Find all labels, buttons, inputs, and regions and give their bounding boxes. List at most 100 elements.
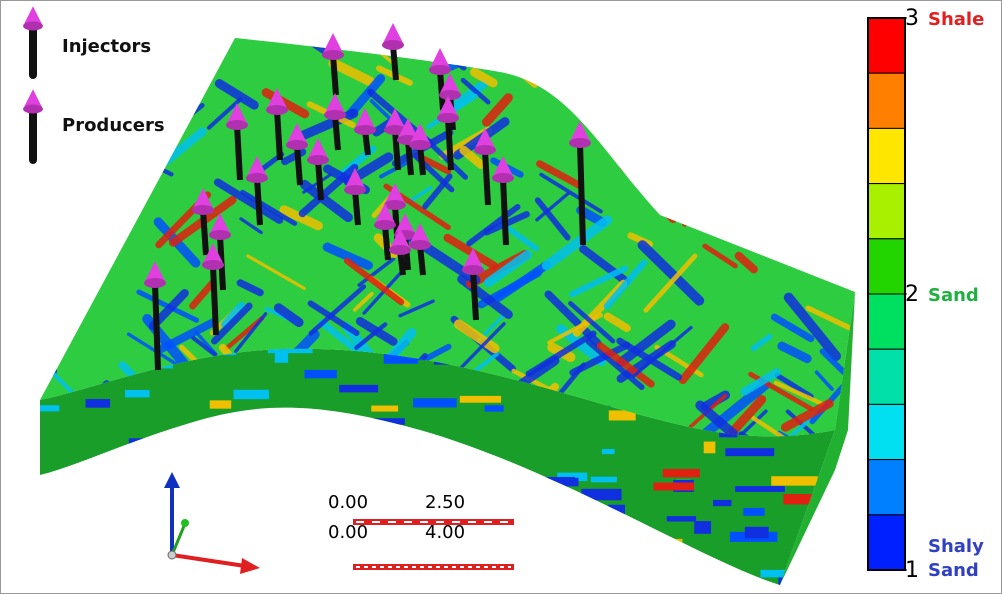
facies-block bbox=[694, 521, 712, 534]
wells bbox=[144, 23, 591, 371]
facies-block bbox=[813, 582, 826, 585]
facies-streak bbox=[261, 88, 310, 119]
well-bore bbox=[382, 224, 391, 261]
facies-block bbox=[212, 536, 247, 545]
facies-streak bbox=[691, 38, 751, 94]
facies-streak bbox=[40, 140, 85, 175]
facies-streak bbox=[234, 312, 268, 354]
facies-block bbox=[362, 432, 390, 439]
colorbar-class-label: Shaly Sand bbox=[928, 536, 984, 581]
well-bore bbox=[392, 129, 401, 171]
facies-block bbox=[232, 475, 271, 483]
facies-block bbox=[771, 476, 818, 486]
facies-streak bbox=[355, 316, 398, 346]
facies-block bbox=[596, 528, 632, 540]
facies-streak bbox=[585, 338, 645, 390]
well-bore bbox=[417, 144, 426, 176]
well-bore bbox=[417, 244, 426, 276]
facies-streak bbox=[777, 341, 812, 364]
well-cone bbox=[382, 23, 404, 45]
well-cone bbox=[344, 168, 366, 190]
facies-block bbox=[316, 484, 331, 491]
facies-streak bbox=[189, 279, 216, 310]
facies-block bbox=[513, 499, 530, 508]
scale-start: 0.00 bbox=[328, 492, 369, 513]
facies-block bbox=[272, 488, 287, 500]
facies-streak bbox=[770, 313, 815, 343]
facies-block bbox=[783, 494, 826, 505]
facies-block bbox=[413, 398, 457, 408]
facies-block bbox=[354, 543, 392, 552]
facies-streak bbox=[220, 301, 246, 328]
colorbar-tick-label: 2 bbox=[905, 282, 919, 307]
well-bore bbox=[352, 189, 361, 226]
facies-block bbox=[263, 463, 284, 473]
facies-block bbox=[607, 504, 626, 517]
facies-streak bbox=[616, 337, 682, 381]
facies-streak bbox=[346, 74, 386, 118]
well-cone-base bbox=[307, 155, 329, 165]
well-bore bbox=[390, 44, 399, 81]
facies-streak bbox=[47, 306, 71, 327]
well-cone-base bbox=[374, 220, 396, 230]
colorbar-band bbox=[867, 17, 906, 74]
facies-block bbox=[778, 575, 806, 585]
facies-streak bbox=[698, 78, 752, 107]
facies-block bbox=[280, 466, 320, 472]
facies-streak bbox=[596, 342, 655, 388]
facies-streak bbox=[637, 240, 705, 306]
well-cone-base bbox=[389, 245, 411, 255]
facies-streak bbox=[781, 399, 834, 432]
colorbar-band bbox=[867, 238, 906, 295]
colorbar-band bbox=[867, 293, 906, 350]
facies-streak bbox=[240, 189, 298, 226]
well-cone bbox=[374, 203, 396, 225]
facies-block bbox=[744, 526, 769, 539]
facies-streak bbox=[459, 145, 486, 169]
facies-streak bbox=[357, 257, 396, 287]
facies-block bbox=[282, 507, 324, 514]
facies-streak bbox=[196, 415, 254, 437]
facies-streak bbox=[536, 160, 584, 189]
facies-streak bbox=[68, 82, 139, 123]
facies-streak bbox=[695, 400, 739, 437]
well-bore bbox=[210, 264, 219, 336]
well-cone-base bbox=[384, 200, 406, 210]
facies-block bbox=[522, 477, 554, 490]
facies-streak bbox=[206, 97, 243, 130]
facies-block bbox=[321, 435, 358, 448]
facies-streak bbox=[100, 197, 127, 227]
facies-block bbox=[153, 495, 171, 507]
well-cone-base bbox=[266, 105, 288, 115]
facies-block bbox=[267, 348, 313, 354]
facies-streak bbox=[631, 325, 693, 379]
facies-block bbox=[644, 538, 683, 552]
facies-streak bbox=[62, 62, 84, 87]
facies-block bbox=[272, 556, 298, 566]
colorbar-tick-label: 1 bbox=[905, 558, 919, 583]
facies-streak bbox=[774, 372, 814, 400]
legend-icons bbox=[23, 6, 43, 164]
facies-streak bbox=[686, 106, 738, 153]
well-cone-base bbox=[286, 140, 308, 150]
facies-block bbox=[382, 550, 416, 564]
facies-streak bbox=[702, 38, 752, 67]
colorbar bbox=[867, 17, 907, 571]
well-cone bbox=[324, 93, 346, 115]
facies-block bbox=[304, 369, 337, 379]
facies-streak bbox=[110, 148, 153, 175]
facies-block bbox=[623, 539, 647, 553]
facies-streak bbox=[346, 422, 379, 437]
facies-streak bbox=[773, 380, 826, 407]
well-bore bbox=[330, 54, 339, 96]
facies-streak bbox=[246, 254, 306, 291]
facies-block bbox=[209, 400, 232, 409]
facies-block bbox=[407, 467, 425, 480]
well-cone-base bbox=[492, 173, 514, 183]
well-cone bbox=[192, 188, 214, 210]
facies-block bbox=[125, 389, 150, 398]
facies-streak bbox=[470, 67, 498, 88]
facies-streak bbox=[482, 93, 513, 127]
facies-streak bbox=[603, 259, 648, 310]
facies-block bbox=[484, 405, 504, 412]
